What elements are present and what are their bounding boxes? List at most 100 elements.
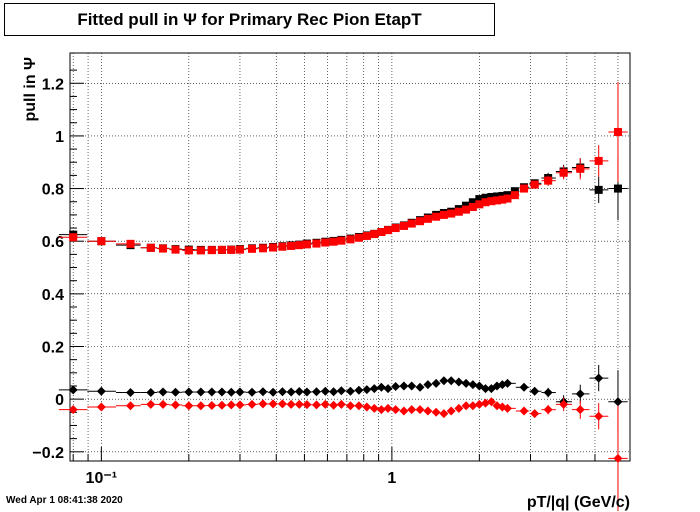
data-point [158, 387, 168, 397]
data-point [543, 388, 553, 398]
x-tick-label: 10⁻¹ [86, 470, 118, 487]
data-point [329, 237, 338, 246]
data-point [258, 244, 267, 253]
data-point [468, 202, 477, 211]
data-point [475, 200, 484, 209]
data-point [126, 401, 136, 411]
data-point [462, 205, 471, 214]
data-point [559, 399, 569, 409]
data-point [481, 193, 490, 202]
data-point [286, 399, 296, 409]
data-point [336, 386, 346, 396]
data-point [311, 400, 321, 410]
data-point [432, 212, 441, 221]
y-tick-label: 1 [55, 129, 64, 146]
data-point [503, 194, 512, 203]
data-point [391, 405, 401, 415]
series-1 [58, 81, 628, 255]
data-point [294, 399, 304, 409]
data-point [481, 198, 490, 207]
data-point [446, 406, 456, 416]
datestamp: Wed Apr 1 08:41:38 2020 [6, 495, 123, 506]
data-point [69, 233, 78, 242]
data-point [184, 387, 194, 397]
data-point [329, 387, 339, 397]
y-tick-label: 0 [55, 392, 64, 409]
data-point [336, 399, 346, 409]
data-point [171, 400, 181, 410]
data-point [277, 387, 287, 397]
data-point [207, 387, 217, 397]
data-point [196, 401, 206, 411]
data-point [97, 237, 106, 246]
data-point [415, 382, 425, 392]
data-point [423, 406, 433, 416]
data-point [383, 403, 393, 413]
plot-frame [69, 52, 631, 462]
data-point [226, 387, 236, 397]
data-point [311, 387, 321, 397]
data-point [235, 400, 245, 410]
data-point [613, 397, 623, 407]
data-point [454, 207, 463, 216]
data-point [369, 384, 379, 394]
data-point [258, 387, 268, 397]
data-point [126, 388, 136, 398]
x-tick-label: 1 [387, 470, 396, 487]
data-point [226, 400, 236, 410]
data-point [158, 244, 167, 253]
data-point [247, 399, 257, 409]
data-point [439, 376, 449, 386]
data-point [423, 214, 432, 223]
data-point [196, 246, 205, 255]
data-point [376, 382, 386, 392]
data-point [227, 245, 236, 254]
data-point [481, 384, 491, 394]
data-point [302, 387, 312, 397]
data-point [613, 453, 623, 463]
data-point [96, 386, 106, 396]
data-point [594, 373, 604, 383]
data-point [481, 398, 491, 408]
data-point [474, 399, 484, 409]
data-point [439, 409, 449, 419]
data-point [337, 236, 346, 245]
data-series [58, 81, 628, 512]
data-point [415, 405, 425, 415]
data-point [345, 401, 355, 411]
data-point [171, 387, 181, 397]
data-point [286, 387, 296, 397]
data-point [613, 127, 622, 136]
data-point [487, 192, 496, 201]
data-point [345, 386, 355, 396]
y-tick-label: 0.6 [42, 234, 64, 251]
data-point [171, 245, 180, 254]
data-point [487, 197, 496, 206]
data-point [454, 377, 464, 387]
data-point [559, 168, 568, 177]
data-point [196, 387, 206, 397]
data-point [454, 403, 464, 413]
data-point [519, 406, 529, 416]
data-point [68, 405, 78, 415]
data-point [431, 378, 441, 388]
data-point [320, 386, 330, 396]
data-point [354, 385, 364, 395]
data-point [503, 378, 513, 388]
data-point [416, 217, 425, 226]
data-point [594, 411, 604, 421]
data-point [543, 405, 553, 415]
data-point [247, 244, 256, 253]
data-point [486, 397, 496, 407]
data-point [423, 380, 433, 390]
data-point [354, 233, 363, 242]
data-point [235, 387, 245, 397]
data-point [530, 386, 540, 396]
data-point [384, 226, 393, 235]
data-point [510, 191, 519, 200]
data-point [217, 400, 227, 410]
data-point [594, 185, 603, 194]
data-point [312, 239, 321, 248]
y-tick-label: 0.4 [42, 287, 64, 304]
data-point [530, 180, 539, 189]
